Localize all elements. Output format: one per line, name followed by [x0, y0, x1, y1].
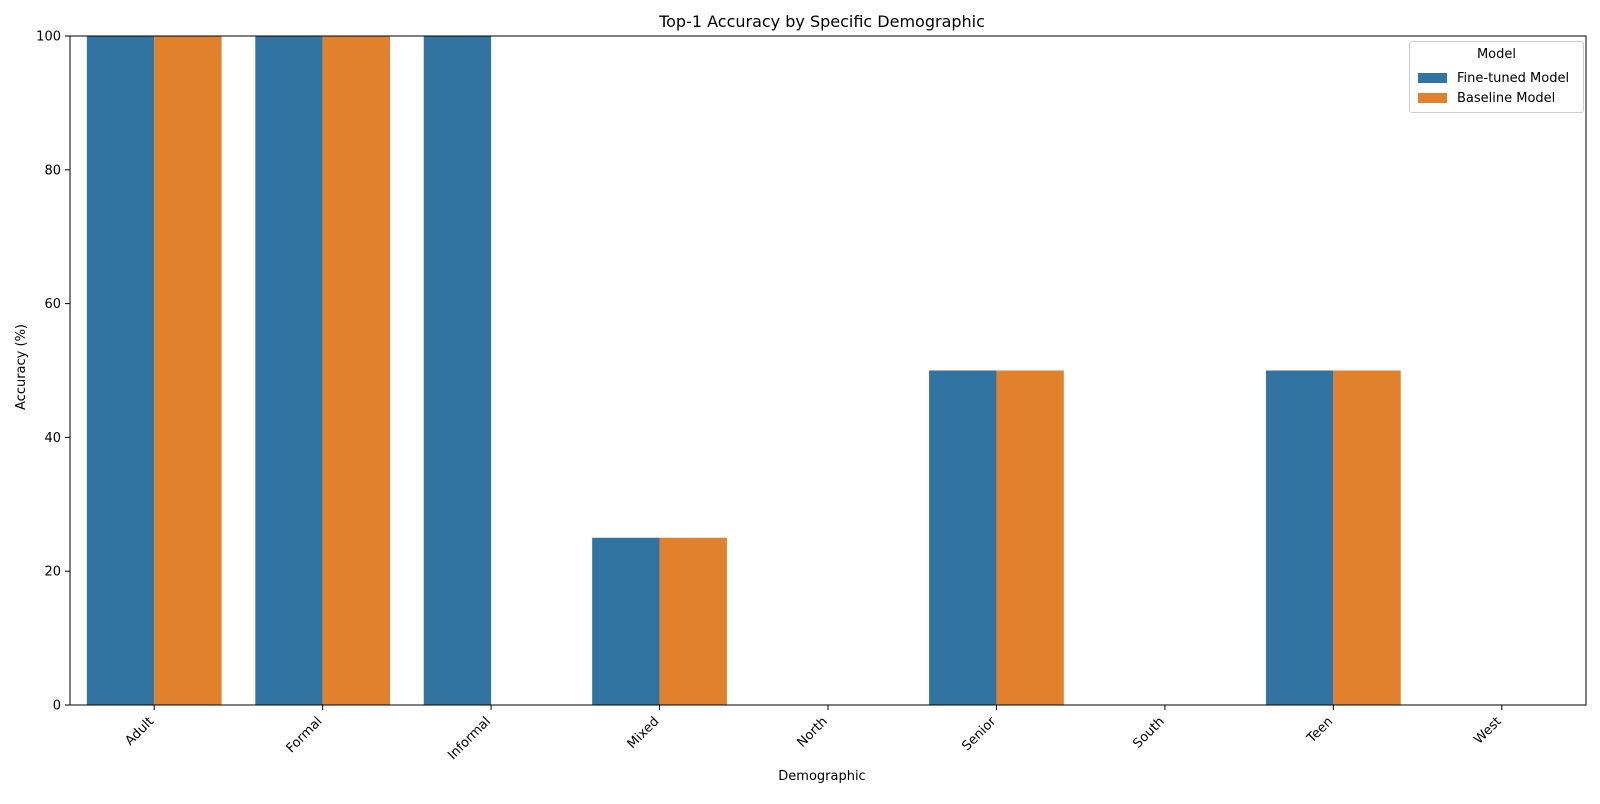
x-tick-label: Adult: [122, 714, 157, 749]
x-tick-label: Formal: [284, 714, 326, 756]
y-tick-label: 80: [44, 163, 61, 178]
legend-label-baseline: Baseline Model: [1457, 90, 1556, 106]
bar-fine-tuned-model-formal: [255, 36, 323, 705]
bar-fine-tuned-model-informal: [423, 36, 492, 705]
x-tick-label: South: [1130, 714, 1167, 751]
x-tick-label: West: [1471, 714, 1504, 747]
bar-baseline-model-formal: [322, 36, 391, 705]
bar-baseline-model-senior: [996, 370, 1064, 705]
bar-fine-tuned-model-mixed: [592, 537, 660, 705]
x-tick-label: Teen: [1304, 714, 1337, 747]
y-tick-label: 100: [36, 30, 61, 45]
y-axis-ticks: 0 20 40 60 80 100: [36, 30, 70, 714]
legend-swatch-fine-tuned: [1418, 73, 1447, 83]
legend-item-fine-tuned: Fine-tuned Model: [1418, 70, 1569, 86]
x-tick-label: North: [795, 714, 831, 750]
y-tick-label: 60: [44, 297, 61, 312]
bar-fine-tuned-model-teen: [1265, 370, 1334, 705]
y-tick-label: 20: [44, 565, 61, 580]
x-tick-label: Mixed: [625, 714, 663, 752]
legend-label-fine-tuned: Fine-tuned Model: [1457, 70, 1570, 86]
legend-swatch-baseline: [1418, 93, 1447, 103]
x-tick-label: Senior: [959, 714, 999, 754]
bar-fine-tuned-model-adult: [86, 36, 155, 705]
bar-fine-tuned-model-senior: [929, 370, 997, 705]
x-axis-ticks: Adult Formal Informal Mixed North Senior South…: [122, 705, 1505, 763]
y-tick-label: 0: [53, 699, 61, 714]
y-tick-label: 40: [44, 431, 61, 446]
bar-baseline-model-adult: [154, 36, 222, 705]
x-axis-label: Demographic: [778, 769, 865, 784]
legend-title: Model: [1476, 47, 1517, 62]
bar-baseline-model-mixed: [659, 537, 727, 705]
chart-title: Top-1 Accuracy by Specific Demographic: [658, 12, 985, 31]
x-tick-label: Informal: [445, 714, 494, 763]
bar-baseline-model-teen: [1333, 370, 1401, 705]
plot-frame: [69, 35, 1587, 706]
bars-group: [86, 36, 1401, 705]
legend-item-baseline: Baseline Model: [1418, 90, 1555, 106]
y-axis-label: Accuracy (%): [14, 324, 29, 410]
legend: Model Fine-tuned Model Baseline Model: [1409, 41, 1584, 113]
